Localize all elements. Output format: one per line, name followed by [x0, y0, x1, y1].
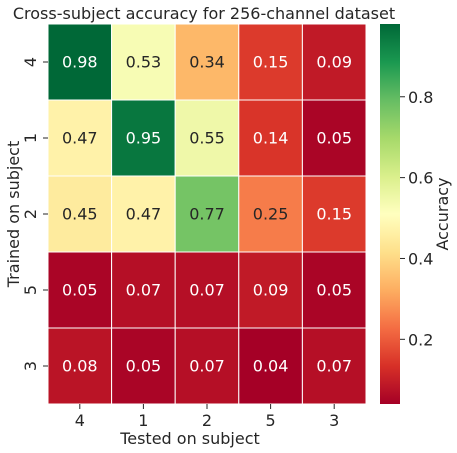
heatmap-cell [174, 99, 240, 177]
cell-value-label: 0.15 [253, 53, 289, 72]
y-tick-label: 3 [21, 361, 40, 371]
cell-value-label: 0.08 [62, 357, 98, 376]
cell-value-label: 0.07 [316, 357, 352, 376]
cell-value-label: 0.15 [316, 205, 352, 224]
cell-value-label: 0.05 [316, 281, 352, 300]
cell-value-label: 0.14 [253, 129, 289, 148]
heatmap-cell [301, 99, 367, 177]
y-tick-label: 1 [21, 133, 40, 143]
colorbar-tick-label: 0.2 [408, 330, 433, 349]
cell-value-label: 0.45 [62, 205, 98, 224]
x-tick-label: 5 [266, 411, 276, 430]
chart-title: Cross-subject accuracy for 256-channel d… [13, 4, 395, 23]
cell-value-label: 0.07 [126, 281, 162, 300]
heatmap-cell [301, 327, 367, 405]
colorbar-tick-label: 0.6 [408, 169, 433, 188]
heatmap-cell [111, 251, 176, 329]
heatmap-cell [174, 251, 240, 329]
x-tick-label: 4 [75, 411, 85, 430]
heatmap-cell [238, 23, 303, 101]
cell-value-label: 0.47 [62, 129, 98, 148]
cell-value-label: 0.25 [253, 205, 289, 224]
heatmap-cell [111, 23, 176, 101]
heatmap-cell [47, 99, 113, 177]
x-tick-label: 1 [138, 411, 148, 430]
heatmap-cell [238, 251, 303, 329]
colorbar-ticks: 0.2 0.4 0.6 0.8 [400, 88, 433, 349]
y-tick-label: 4 [21, 57, 40, 67]
cell-value-label: 0.05 [62, 281, 98, 300]
colorbar-label: Accuracy [433, 177, 452, 250]
cell-value-label: 0.09 [316, 53, 352, 72]
y-tick-label: 5 [21, 285, 40, 295]
heatmap-cell [47, 327, 113, 405]
y-axis-ticks: 4 1 2 5 3 [21, 57, 48, 371]
cell-value-label: 0.07 [189, 357, 225, 376]
heatmap-cell [174, 23, 240, 101]
cell-value-label: 0.05 [126, 357, 162, 376]
heatmap-cell [174, 327, 240, 405]
cell-value-label: 0.05 [316, 129, 352, 148]
x-tick-label: 3 [329, 411, 339, 430]
cell-value-label: 0.34 [189, 53, 225, 72]
cell-value-label: 0.55 [189, 129, 225, 148]
cell-value-label: 0.09 [253, 281, 289, 300]
cell-value-label: 0.47 [126, 205, 162, 224]
heatmap-cell [111, 175, 176, 253]
heatmap-cells: 0.98 0.53 0.34 0.15 0.09 0.47 0.95 0.55 0.14 0.05… [47, 23, 367, 405]
cell-value-label: 0.98 [62, 53, 98, 72]
colorbar [380, 24, 400, 404]
y-axis-title: Trained on subject [4, 141, 23, 288]
heatmap-cell [301, 251, 367, 329]
x-axis-ticks: 4 1 2 5 3 [75, 404, 339, 430]
colorbar-tick-label: 0.8 [408, 88, 433, 107]
cell-value-label: 0.95 [126, 129, 162, 148]
x-tick-label: 2 [202, 411, 212, 430]
x-axis-title: Tested on subject [119, 429, 260, 448]
heatmap-cell [111, 327, 176, 405]
colorbar-tick-label: 0.4 [408, 249, 433, 268]
cell-value-label: 0.04 [253, 357, 289, 376]
heatmap-cell [301, 175, 367, 253]
heatmap-cell [47, 23, 113, 101]
cell-value-label: 0.77 [189, 205, 225, 224]
y-tick-label: 2 [21, 209, 40, 219]
heatmap-cell [238, 175, 303, 253]
cell-value-label: 0.53 [126, 53, 162, 72]
cell-value-label: 0.07 [189, 281, 225, 300]
